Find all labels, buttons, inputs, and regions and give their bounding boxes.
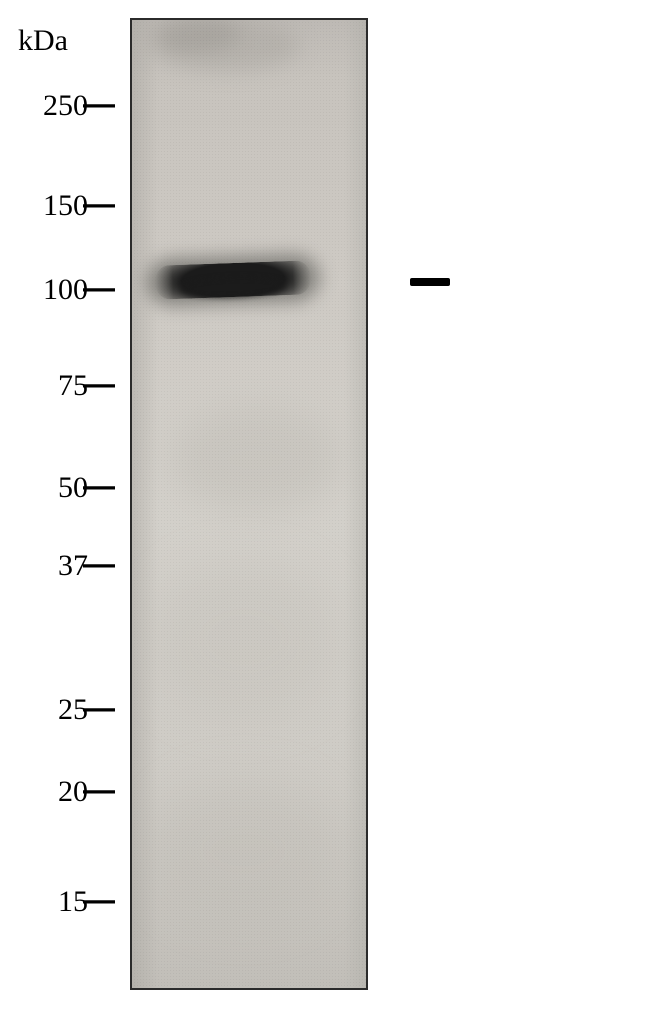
mw-tick-37-icon: — — [83, 547, 114, 579]
mw-tick-150-icon: — — [83, 187, 114, 219]
blot-figure: kDa 250—150—100—75—50—37—25—20—15— — [0, 0, 650, 1020]
mw-label-15: 15 — [18, 887, 88, 917]
mw-label-250: 250 — [18, 91, 88, 121]
mw-tick-15-icon: — — [83, 883, 114, 915]
mw-label-50: 50 — [18, 473, 88, 503]
mw-tick-50-icon: — — [83, 469, 114, 501]
mw-tick-75-icon: — — [83, 367, 114, 399]
mw-tick-100-icon: — — [83, 271, 114, 303]
mw-tick-20-icon: — — [83, 773, 114, 805]
mw-label-37: 37 — [18, 551, 88, 581]
band-indicator-icon — [410, 278, 450, 286]
unit-label: kDa — [18, 24, 68, 58]
mw-tick-250-icon: — — [83, 87, 114, 119]
mw-tick-25-icon: — — [83, 691, 114, 723]
mw-label-100: 100 — [18, 275, 88, 305]
mw-label-150: 150 — [18, 191, 88, 221]
mw-label-25: 25 — [18, 695, 88, 725]
mw-label-75: 75 — [18, 371, 88, 401]
mw-label-20: 20 — [18, 777, 88, 807]
lane-border — [130, 18, 368, 990]
